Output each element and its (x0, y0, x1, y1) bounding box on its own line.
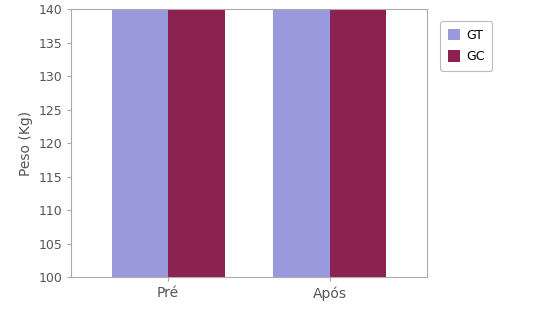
Y-axis label: Peso (Kg): Peso (Kg) (19, 111, 33, 176)
Bar (168, 0, 225, 277)
Bar (112, 0, 168, 277)
Bar (273, 0, 330, 277)
Bar (330, 0, 386, 277)
Legend: GT, GC: GT, GC (440, 21, 492, 71)
